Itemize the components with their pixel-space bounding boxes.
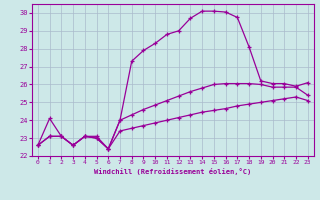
X-axis label: Windchill (Refroidissement éolien,°C): Windchill (Refroidissement éolien,°C): [94, 168, 252, 175]
